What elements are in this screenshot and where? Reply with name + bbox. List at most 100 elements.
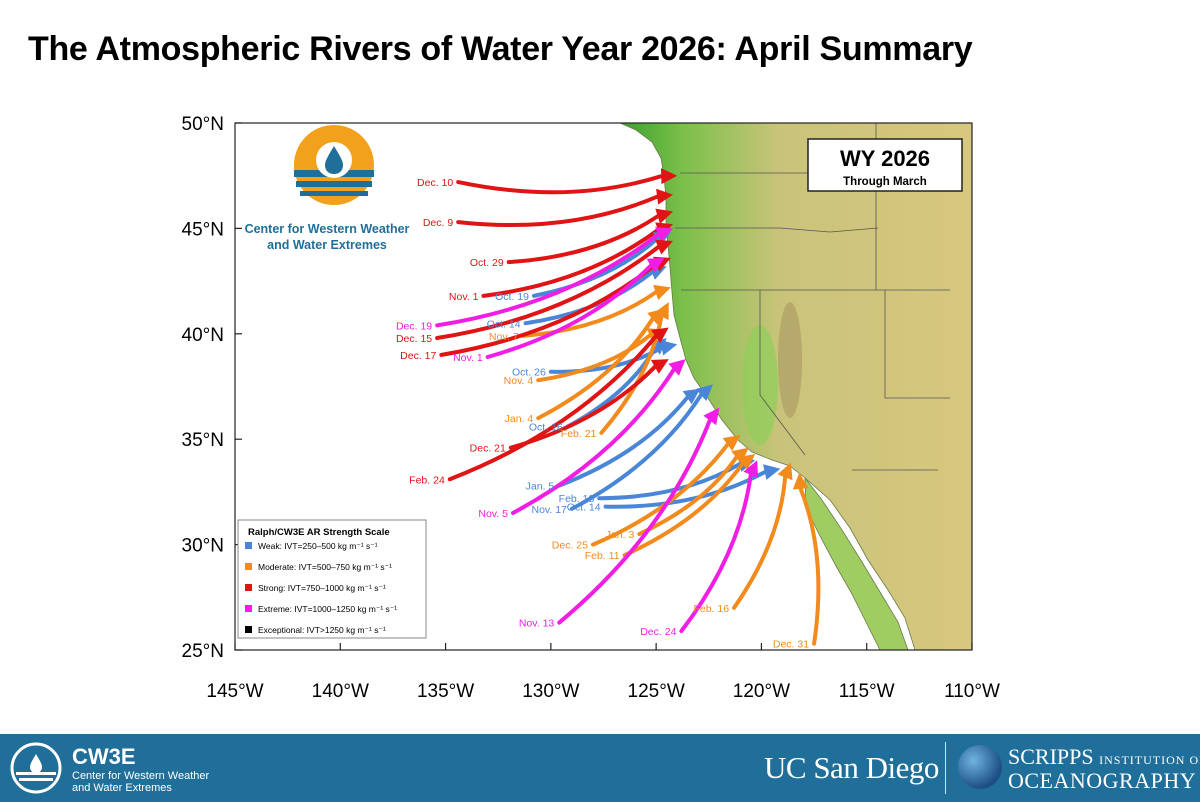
ar-event-label: Dec. 25 — [552, 540, 588, 552]
ar-arrow-head — [655, 227, 673, 242]
ar-arrow-head — [654, 302, 669, 321]
ar-arrow-shaft — [637, 455, 739, 537]
y-tick-label: 50°N — [182, 114, 224, 135]
ar-arrow-shaft — [435, 232, 661, 328]
ar-event-label: Dec. 10 — [417, 177, 453, 189]
wy-badge-box — [807, 138, 963, 192]
ar-arrow-shaft — [798, 486, 821, 646]
cw3e-logo-icon — [10, 742, 62, 794]
ar-event-label: Jan. 5 — [526, 481, 555, 493]
ar-arrow-shaft — [481, 227, 661, 298]
ar-arrow-head — [653, 284, 671, 301]
water-drop-icon — [325, 146, 343, 174]
ar-event-label: Dec. 17 — [400, 350, 436, 362]
ar-arrow-head — [703, 407, 720, 426]
ar-arrow-shaft — [506, 214, 660, 265]
x-tick-label: 130°W — [522, 681, 579, 702]
x-tick-label: 140°W — [312, 681, 369, 702]
ar-arrow-head — [737, 453, 756, 471]
wy-badge-title: WY 2026 — [840, 146, 930, 171]
legend-label-exceptional: Exceptional: IVT>1250 kg m⁻¹ s⁻¹ — [258, 625, 386, 635]
ar-event-label: Dec. 9 — [423, 217, 454, 229]
ar-arrow-shaft — [521, 290, 658, 338]
legend-label-weak: Weak: IVT=250–500 kg m⁻¹ s⁻¹ — [258, 541, 378, 551]
plot-frame — [234, 122, 973, 651]
x-tick-label: 115°W — [839, 681, 895, 702]
footer-bar: CW3E Center for Western Weather and Wate… — [0, 734, 1200, 802]
ar-arrow-shaft — [447, 334, 658, 482]
ar-event-label: Oct. 19 — [495, 291, 529, 303]
sierra-range — [778, 302, 802, 418]
ar-arrow-shaft — [679, 472, 753, 634]
ar-arrow-shaft — [622, 461, 745, 558]
ar-arrow-head — [655, 239, 673, 255]
ar-arrow-shaft — [557, 418, 712, 625]
ar-map: 145°W 140°W 135°W 130°W 125°W 120°W 115°W 110°W… — [182, 114, 1000, 702]
ar-arrow-head — [695, 384, 713, 401]
ar-arrow-shaft — [569, 392, 703, 511]
ar-event-label: Oct. 14 — [567, 502, 601, 514]
ar-event-label: Feb. 24 — [409, 474, 445, 486]
ar-arrow-shaft — [510, 367, 676, 515]
ar-event-label: Feb. 21 — [561, 428, 597, 440]
legend-label-extreme: Extreme: IVT=1000–1250 kg m⁻¹ s⁻¹ — [258, 604, 397, 614]
ar-arrow-shaft — [485, 263, 653, 359]
legend-swatch-weak — [245, 542, 252, 549]
ar-event-label: Jan. 3 — [606, 529, 635, 541]
arrow-layer — [435, 168, 821, 646]
ar-event-label: Nov. 4 — [504, 375, 534, 387]
page-title: The Atmospheric Rivers of Water Year 202… — [28, 30, 973, 68]
legend-swatch-exceptional — [245, 626, 252, 633]
ar-arrow-head — [743, 460, 759, 479]
ar-event-label: Nov. 1 — [453, 352, 483, 364]
org-name-line2: and Water Extremes — [267, 238, 387, 252]
globe-icon — [958, 745, 1002, 789]
ar-event-label: Oct. 29 — [470, 257, 504, 269]
legend-label-moderate: Moderate: IVT=500–750 kg m⁻¹ s⁻¹ — [258, 562, 392, 572]
footer-divider — [945, 742, 946, 794]
ar-event-label: Dec. 24 — [640, 626, 676, 638]
baja-peninsula — [804, 476, 909, 650]
ar-event-label: Nov. 1 — [449, 291, 479, 303]
ar-event-label: Dec. 19 — [396, 320, 432, 332]
ar-arrow-shaft — [536, 333, 652, 383]
org-logo-wave-2 — [296, 181, 372, 187]
y-tick-label: 35°N — [182, 430, 224, 451]
ar-arrow-shaft — [435, 245, 661, 341]
ar-arrow-head — [763, 464, 781, 480]
y-tick-label: 40°N — [182, 325, 224, 346]
org-logo: Center for Western Weather and Water Ext… — [245, 125, 410, 252]
ar-event-label: Nov. 13 — [519, 618, 555, 630]
ar-arrow-head — [792, 472, 809, 490]
scripps-bottom: OCEANOGRAPHY — [1008, 768, 1197, 793]
ar-event-label: Oct. 16 — [529, 422, 563, 434]
x-tick-label: 110°W — [944, 681, 1000, 702]
legend: Ralph/CW3E AR Strength Scale Weak: IVT=2… — [237, 519, 427, 639]
ar-arrow-shaft — [732, 475, 788, 610]
legend-title: Ralph/CW3E AR Strength Scale — [248, 527, 390, 538]
ar-arrow-head — [660, 168, 678, 185]
ar-event-label: Jan. 4 — [505, 413, 534, 425]
ar-event-label: Oct. 26 — [512, 367, 546, 379]
ar-arrow-shaft — [557, 395, 690, 488]
wy-badge: WY 2026 Through March — [807, 138, 963, 192]
legend-swatch-moderate — [245, 563, 252, 570]
ar-arrow-head — [655, 208, 673, 224]
label-layer: Dec. 10 Dec. 9 Oct. 29 Nov. 1 Oct. 19 Dec. 19… — [396, 177, 809, 651]
ar-event-label: Dec. 31 — [773, 639, 809, 651]
ar-arrow-shaft — [532, 237, 659, 298]
ucsd-wordmark: UC San Diego — [764, 750, 939, 785]
ar-event-label: Dec. 21 — [470, 443, 506, 455]
y-tick-label: 25°N — [182, 641, 224, 662]
x-tick-label: 125°W — [628, 681, 685, 702]
y-tick-label: 45°N — [182, 219, 224, 240]
y-tick-label: 30°N — [182, 536, 224, 557]
ar-arrow-shaft — [536, 316, 655, 421]
footer-long-name-line1: Center for Western Weather — [72, 770, 210, 782]
scripps-big: SCRIPPS — [1008, 744, 1094, 769]
wy-badge-sub: Through March — [843, 176, 927, 188]
scripps-small: INSTITUTION OF — [1099, 753, 1200, 767]
footer-long-name: Center for Western Weather and Water Ext… — [72, 770, 242, 794]
ar-event-label: Oct. 14 — [487, 318, 521, 330]
ar-event-label: Feb. 11 — [585, 550, 620, 562]
